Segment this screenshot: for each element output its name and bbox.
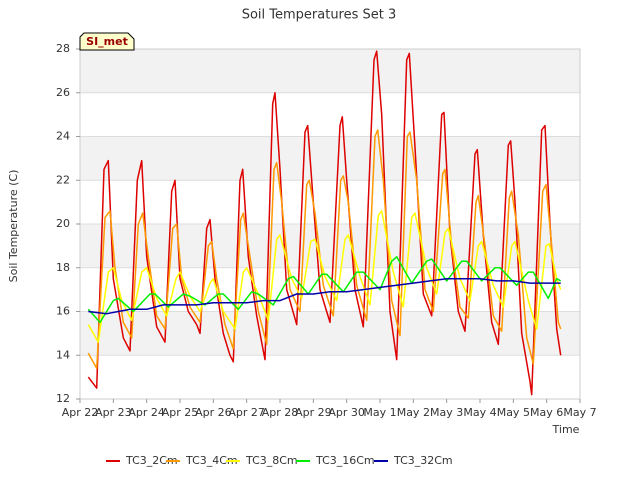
plot-band bbox=[80, 224, 580, 268]
plot-band bbox=[80, 92, 580, 137]
x-tick-label: Apr 23 bbox=[95, 406, 132, 419]
y-tick-label: 20 bbox=[56, 217, 70, 230]
legend-item: TC3_16Cm bbox=[296, 454, 375, 467]
x-tick-label: May 3 bbox=[430, 406, 463, 419]
legend-label: TC3_2Cm bbox=[125, 454, 178, 467]
y-tick-label: 18 bbox=[56, 261, 70, 274]
series-line-tc3-32cm bbox=[88, 277, 561, 315]
x-tick-label: May 4 bbox=[463, 406, 496, 419]
x-tick-label: May 5 bbox=[497, 406, 530, 419]
legend-item: TC3_32Cm bbox=[374, 454, 453, 467]
x-axis-label: Time bbox=[552, 423, 580, 436]
x-tick-label: Apr 24 bbox=[128, 406, 165, 419]
y-axis-label: Soil Temperature (C) bbox=[7, 170, 20, 283]
legend-label: TC3_32Cm bbox=[393, 454, 453, 467]
x-tick-label: Apr 29 bbox=[295, 406, 332, 419]
x-tick-label: Apr 26 bbox=[195, 406, 232, 419]
station-tag-label: SI_met bbox=[86, 35, 128, 48]
station-tag: SI_met bbox=[79, 32, 135, 51]
x-tick-label: Apr 27 bbox=[228, 406, 265, 419]
x-tick-label: Apr 22 bbox=[62, 406, 99, 419]
legend: TC3_2Cm TC3_4Cm TC3_8Cm TC3_16Cm TC3_32Cm bbox=[106, 454, 453, 467]
series-lines bbox=[87, 50, 562, 396]
plot-bands bbox=[80, 49, 580, 399]
y-tick-label: 14 bbox=[56, 348, 70, 361]
y-axis-ticks: 12 14 16 18 20 22 24 26 28 bbox=[56, 42, 80, 405]
plot-band bbox=[80, 355, 580, 399]
x-tick-label: May 2 bbox=[397, 406, 430, 419]
legend-label: TC3_16Cm bbox=[315, 454, 375, 467]
y-tick-label: 16 bbox=[56, 305, 70, 318]
plot-band bbox=[80, 49, 580, 93]
y-tick-label: 24 bbox=[56, 130, 70, 143]
x-tick-label: May 6 bbox=[530, 406, 563, 419]
x-tick-label: Apr 25 bbox=[162, 406, 199, 419]
series-line-tc3-8cm bbox=[87, 210, 562, 343]
y-tick-label: 12 bbox=[56, 392, 70, 405]
station-tag-box bbox=[79, 32, 135, 51]
x-tick-label: Apr 30 bbox=[328, 406, 365, 419]
legend-item: TC3_4Cm bbox=[166, 454, 238, 467]
plot-band bbox=[80, 180, 580, 224]
legend-label: TC3_4Cm bbox=[185, 454, 238, 467]
y-tick-label: 22 bbox=[56, 173, 70, 186]
chart-title: Soil Temperatures Set 3 bbox=[242, 8, 397, 23]
y-tick-label: 26 bbox=[56, 86, 70, 99]
x-tick-label: May 1 bbox=[363, 406, 396, 419]
x-tick-label: May 7 bbox=[563, 406, 596, 419]
legend-label: TC3_8Cm bbox=[245, 454, 298, 467]
plot-band bbox=[80, 136, 580, 181]
y-tick-label: 28 bbox=[56, 42, 70, 55]
legend-item: TC3_2Cm bbox=[106, 454, 178, 467]
legend-item: TC3_8Cm bbox=[226, 454, 298, 467]
x-tick-label: Apr 28 bbox=[262, 406, 299, 419]
series-line-tc3-16cm bbox=[87, 256, 562, 324]
